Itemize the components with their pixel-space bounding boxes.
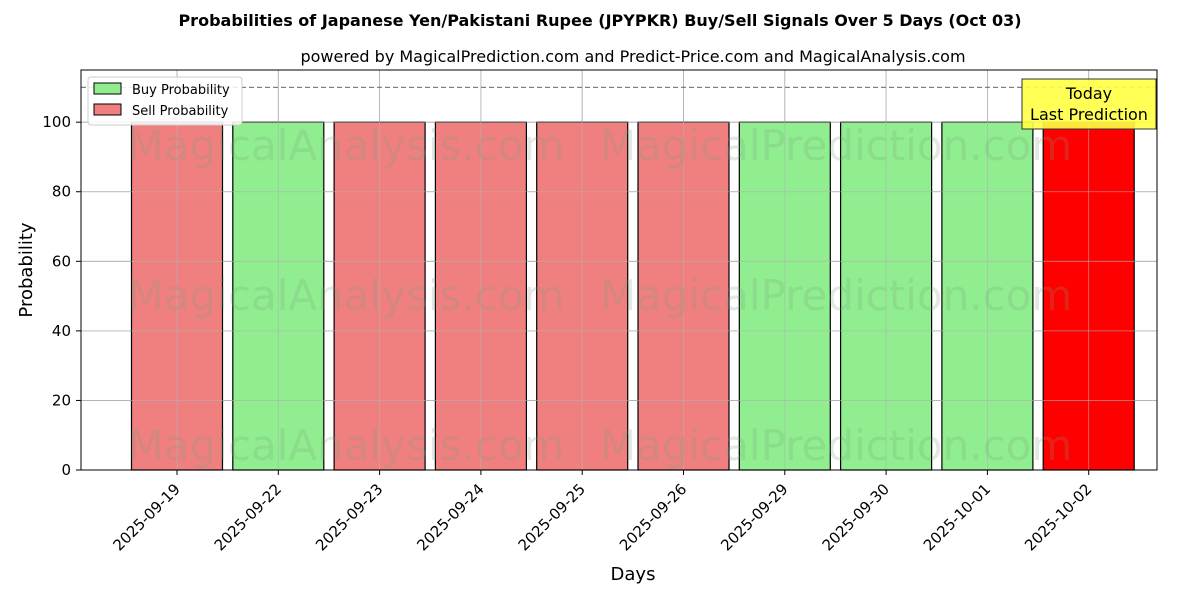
plot-frame (80, 69, 1158, 471)
y-tick-label: 100 (42, 113, 71, 131)
y-axis: 0 20 40 60 80 100 (42, 113, 81, 479)
chart-title: Probabilities of Japanese Yen/Pakistani … (178, 11, 1021, 30)
watermarks: MagicalAnalysis.com MagicalPrediction.com… (128, 121, 1073, 470)
x-tick-label: 2025-09-24 (413, 480, 487, 554)
legend-label-buy: Buy Probability (132, 83, 230, 98)
legend-swatch-buy (93, 82, 122, 95)
watermark: MagicalAnalysis.com (128, 421, 565, 470)
watermark: MagicalPrediction.com (600, 121, 1073, 170)
x-tick-label: 2025-09-29 (717, 480, 791, 554)
watermark: MagicalPrediction.com (600, 271, 1073, 320)
today-annotation: Today Last Prediction (1021, 78, 1157, 130)
bars (81, 70, 1157, 471)
annotation-box (1021, 78, 1157, 130)
watermark: MagicalAnalysis.com (128, 121, 565, 170)
x-tick-label: 2025-09-19 (109, 480, 183, 554)
y-tick-label: 80 (52, 183, 71, 201)
x-tick-label: 2025-09-25 (515, 480, 589, 554)
y-tick-label: 0 (61, 461, 71, 479)
x-tick-label: 2025-10-01 (920, 480, 994, 554)
x-axis: 2025-09-19 2025-09-22 2025-09-23 2025-09-24… (109, 470, 1096, 554)
x-tick-label: 2025-09-26 (616, 480, 690, 554)
x-tick-label: 2025-09-22 (211, 480, 285, 554)
y-tick-label: 60 (52, 252, 71, 270)
annotation-line-2: Last Prediction (1030, 105, 1148, 124)
x-tick-label: 2025-09-30 (819, 480, 893, 554)
legend-label-sell: Sell Probability (132, 104, 229, 119)
legend: Buy Probability Sell Probability (87, 76, 243, 126)
y-axis-label: Probability (16, 222, 37, 317)
x-tick-label: 2025-10-02 (1021, 480, 1095, 554)
y-tick-label: 40 (52, 322, 71, 340)
legend-box (87, 76, 243, 126)
chart-subtitle: powered by MagicalPrediction.com and Pre… (300, 47, 965, 66)
watermark: MagicalPrediction.com (600, 421, 1073, 470)
legend-swatch-sell (93, 103, 122, 116)
x-tick-label: 2025-09-23 (312, 480, 386, 554)
y-tick-label: 20 (52, 391, 71, 409)
annotation-line-1: Today (1065, 84, 1112, 103)
watermark: MagicalAnalysis.com (128, 271, 565, 320)
x-axis-label: Days (611, 564, 656, 585)
